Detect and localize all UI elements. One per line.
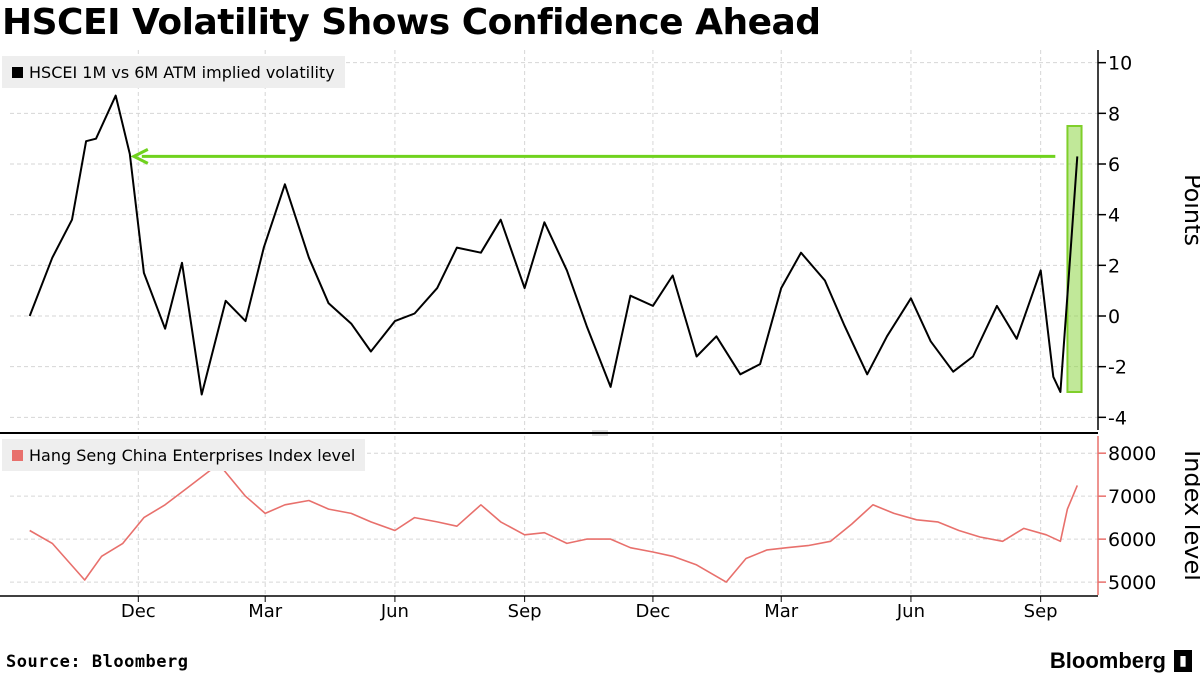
x-tick-label: Jun bbox=[896, 601, 925, 622]
legend-index: Hang Seng China Enterprises Index level bbox=[2, 439, 366, 471]
y-tick-label: 10 bbox=[1108, 53, 1132, 75]
y-tick-label: -4 bbox=[1108, 407, 1127, 429]
series-line-volatility bbox=[28, 94, 1079, 396]
y-tick-label: 8 bbox=[1108, 103, 1120, 125]
series-line-index bbox=[29, 463, 1079, 583]
x-tick-label: Jun bbox=[380, 601, 409, 622]
legend-label-volatility: HSCEI 1M vs 6M ATM implied volatility bbox=[29, 62, 335, 82]
y-tick-label: 6000 bbox=[1108, 529, 1156, 551]
chart-title: HSCEI Volatility Shows Confidence Ahead bbox=[2, 2, 821, 43]
source-note: Source: Bloomberg bbox=[6, 652, 189, 672]
y-tick-label: 5000 bbox=[1108, 572, 1156, 594]
x-tick-label: Dec bbox=[121, 601, 156, 622]
y-tick-label: 2 bbox=[1108, 255, 1120, 277]
legend-swatch-volatility bbox=[12, 66, 23, 78]
x-tick-label: Sep bbox=[1024, 601, 1058, 622]
x-tick-label: Dec bbox=[636, 601, 671, 622]
y-tick-label: 4 bbox=[1108, 205, 1120, 227]
chart-canvas: 10 8 6 4 2 0 -2 -4 Points 8000 7000 6000 5000 Index l… bbox=[0, 50, 1200, 622]
y-tick-label: 7000 bbox=[1108, 486, 1156, 508]
y-tick-label: -2 bbox=[1108, 357, 1127, 379]
x-tick-label: Mar bbox=[248, 601, 283, 622]
x-tick-label: Mar bbox=[764, 601, 799, 622]
y-tick-label: 6 bbox=[1108, 154, 1120, 176]
brand-logo: Bloomberg bbox=[1049, 648, 1166, 673]
y-axis-title-index: Index level bbox=[1179, 450, 1200, 581]
legend-swatch-index bbox=[12, 449, 23, 461]
y-tick-label: 8000 bbox=[1108, 443, 1156, 465]
y-tick-label: 0 bbox=[1108, 306, 1120, 328]
annotation-arrow-head bbox=[130, 148, 149, 165]
legend-label-index: Hang Seng China Enterprises Index level bbox=[29, 445, 356, 465]
legend-volatility: HSCEI 1M vs 6M ATM implied volatility bbox=[2, 56, 345, 88]
bloomberg-icon: ▮ bbox=[1174, 650, 1192, 672]
x-tick-label: Sep bbox=[508, 601, 542, 622]
highlight-box bbox=[1066, 125, 1083, 393]
y-axis-title-points: Points bbox=[1179, 174, 1200, 246]
